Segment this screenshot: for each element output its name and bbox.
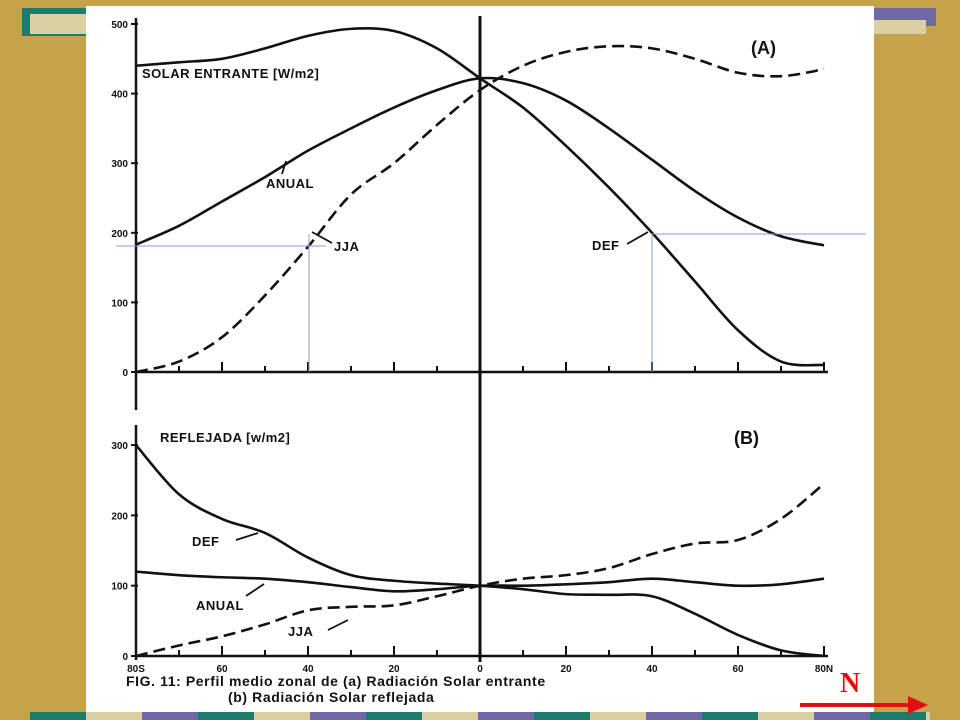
series-jja-line (135, 44, 825, 374)
panel-label: (A) (751, 38, 776, 58)
panel-a: 0 100 200 300 400 500 SOLAR ENTRANTE [W/m2] (A) (111, 18, 828, 410)
figure-caption-line2: (b) Radiación Solar reflejada (228, 689, 434, 705)
series-label-jja: JJA (288, 624, 313, 639)
y-tick-label: 100 (111, 582, 128, 593)
x-tick-label: 40 (302, 664, 314, 675)
x-tick-label: 0 (477, 664, 483, 675)
y-tick-label: 0 (122, 652, 128, 663)
deco-bottom-strip (30, 712, 930, 720)
annotation-arrow (245, 583, 265, 597)
deco-top-right-bar-light (874, 20, 926, 34)
x-tick-label: 80N (815, 664, 833, 675)
y-tick-label: 100 (111, 298, 128, 309)
series-jja-line (135, 482, 825, 658)
x-tick-label: 80S (127, 664, 145, 675)
y-tick-label: 300 (111, 159, 128, 170)
annotation-arrow (327, 619, 349, 631)
series-label-anual: ANUAL (266, 176, 314, 191)
x-tick-label: 60 (216, 664, 228, 675)
annotation-arrow (626, 231, 649, 245)
y-axis-label: REFLEJADA [w/m2] (160, 430, 290, 445)
chart-panel: 0 100 200 300 400 500 SOLAR ENTRANTE [W/m2] (A)… (86, 6, 874, 712)
north-arrow-icon (800, 696, 928, 714)
y-axis-label: SOLAR ENTRANTE [W/m2] (142, 66, 319, 81)
figure-caption-line1: FIG. 11: Perfil medio zonal de (a) Radia… (126, 673, 546, 689)
series-label-def: DEF (192, 534, 220, 549)
north-label: N (840, 668, 861, 699)
annotation-arrow (311, 231, 333, 244)
y-tick-label: 200 (111, 229, 128, 240)
series-label-def: DEF (592, 238, 620, 253)
y-tick-label: 500 (111, 20, 128, 31)
y-tick-label: 0 (122, 368, 128, 379)
x-tick-label: 20 (388, 664, 400, 675)
annotation-arrow (235, 532, 259, 541)
annotation-arrow (281, 160, 287, 175)
y-tick-label: 300 (111, 441, 128, 452)
y-tick-label: 400 (111, 90, 128, 101)
panel-label: (B) (734, 428, 759, 448)
x-tick-label: 60 (732, 664, 744, 675)
series-label-anual: ANUAL (196, 598, 244, 613)
x-tick-label: 40 (646, 664, 658, 675)
y-tick-label: 200 (111, 511, 128, 522)
series-def-line (135, 27, 825, 367)
x-tick-label: 20 (560, 664, 572, 675)
series-label-jja: JJA (334, 239, 359, 254)
deco-top-left-bar-light (30, 14, 86, 34)
